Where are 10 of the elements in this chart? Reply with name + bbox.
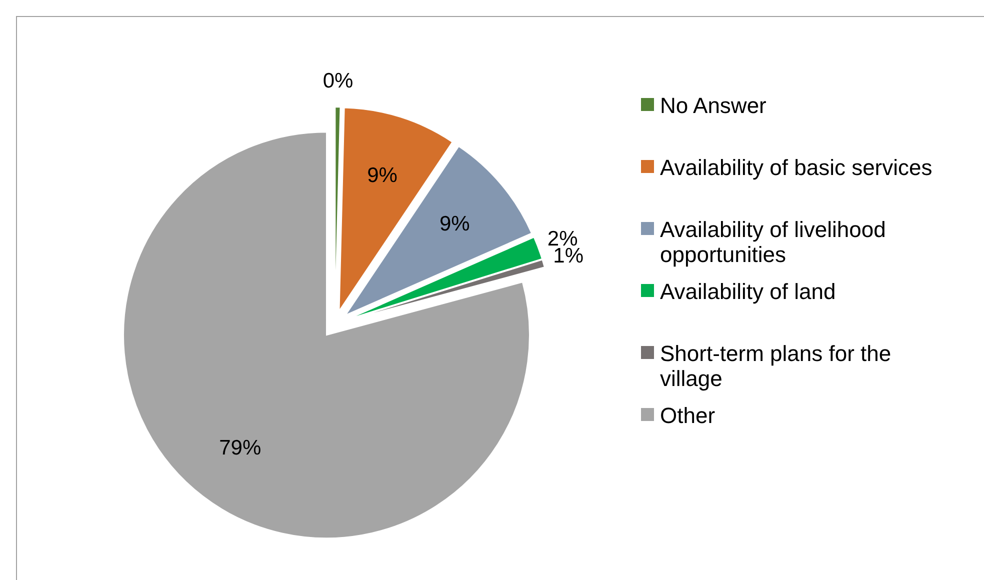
legend-label: Short-term plans for the village — [660, 340, 892, 390]
data-label: 9% — [367, 164, 398, 187]
legend-label: Availability of basic services — [660, 154, 932, 180]
legend-label: Availability of land — [660, 278, 836, 304]
data-label: 0% — [322, 70, 354, 93]
legend-label: Other — [660, 402, 716, 428]
data-label: 9% — [439, 212, 470, 236]
legend-label: No Answer — [660, 92, 766, 118]
data-label: 79% — [219, 436, 262, 460]
legend-label: Availability of livelihood opportunities — [660, 216, 886, 266]
